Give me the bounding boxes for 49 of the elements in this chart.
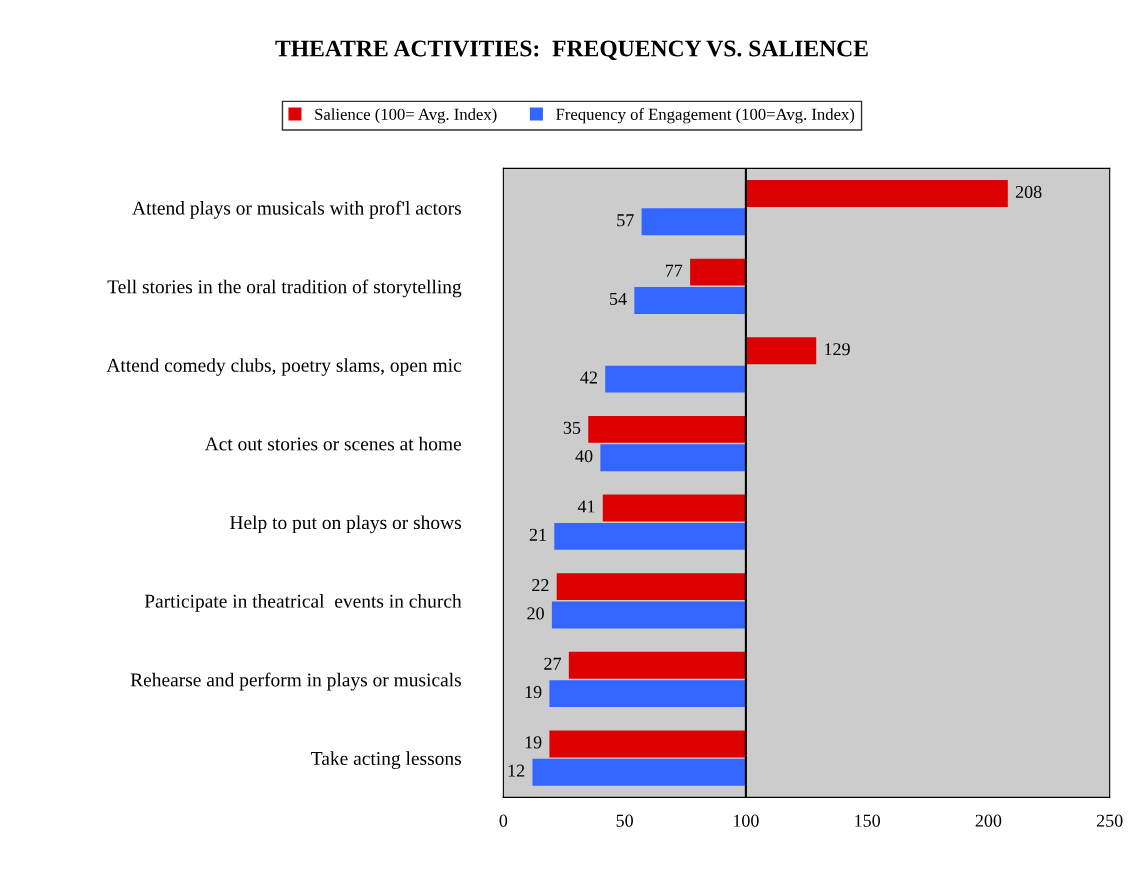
legend-label: Frequency of Engagement (100=Avg. Index) [556, 108, 855, 124]
x-tick-label: 200 [975, 814, 1002, 827]
y-tick-label: Attend comedy clubs, poetry slams, open mic [106, 358, 462, 376]
data-label: 57 [617, 214, 634, 227]
bar [549, 730, 746, 758]
y-tick-label: Tell stories in the oral tradition of storytelling [107, 279, 462, 298]
bar [745, 337, 817, 365]
bar [554, 522, 746, 550]
data-label: 22 [532, 579, 549, 592]
data-label: 27 [544, 657, 562, 670]
bar [690, 258, 746, 286]
bar [551, 601, 746, 629]
data-label: 19 [525, 736, 542, 749]
data-label: 208 [1015, 185, 1042, 199]
bar [556, 573, 746, 601]
data-label: 129 [825, 343, 850, 356]
data-label: 41 [577, 500, 595, 513]
y-tick-label: Take acting lessons [311, 751, 461, 770]
data-label: 35 [563, 421, 581, 434]
bar [532, 758, 746, 786]
data-label: 21 [529, 528, 546, 541]
bar [549, 680, 746, 708]
chart-title: THEATRE ACTIVITIES: FREQUENCY VS. SALIENCE [275, 40, 868, 61]
y-tick-label: Participate in theatrical events in church [144, 594, 462, 612]
y-tick-label: Rehearse and perform in plays or musicals [130, 672, 461, 691]
bar [745, 180, 1008, 207]
data-label: 42 [580, 371, 597, 384]
bar [588, 415, 746, 443]
x-tick-label: 50 [616, 814, 633, 827]
x-tick-label: 100 [733, 814, 759, 827]
data-label: 54 [610, 292, 627, 305]
data-label: 12 [508, 764, 525, 777]
bar [641, 208, 746, 236]
data-label: 20 [527, 607, 544, 620]
bar [568, 651, 746, 679]
bar [600, 444, 746, 472]
y-tick-label: Act out stories or scenes at home [204, 436, 462, 451]
y-tick-label: Help to put on plays or shows [230, 515, 461, 534]
data-label: 77 [665, 264, 683, 277]
legend-label: Salience (100= Avg. Index) [315, 108, 497, 124]
x-tick-label: 150 [855, 814, 881, 827]
data-label: 40 [575, 450, 593, 463]
x-tick-label: 0 [499, 814, 508, 827]
bar [634, 287, 746, 314]
bar [602, 494, 746, 522]
data-label: 19 [525, 685, 542, 699]
bar [605, 365, 746, 393]
x-tick-label: 250 [1096, 814, 1123, 827]
y-tick-label: Attend plays or musicals with prof'l actors [132, 200, 461, 219]
